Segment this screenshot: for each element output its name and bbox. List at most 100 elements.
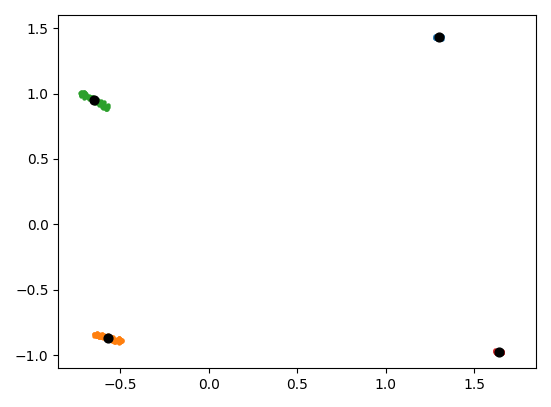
Point: [105, 336, 114, 342]
Point: [95, 99, 104, 105]
Point: [100, 101, 109, 107]
Point: [95, 331, 104, 338]
Point: [494, 348, 503, 355]
Point: [491, 347, 500, 354]
Point: [103, 336, 112, 343]
Point: [117, 337, 126, 344]
Point: [100, 333, 109, 339]
Point: [97, 331, 106, 338]
Point: [102, 105, 111, 112]
Point: [431, 33, 440, 40]
Point: [103, 335, 112, 342]
Point: [90, 95, 99, 101]
Point: [94, 99, 103, 105]
Point: [89, 97, 98, 103]
Point: [104, 332, 113, 339]
Point: [493, 349, 501, 355]
Point: [491, 350, 500, 356]
Point: [103, 335, 112, 341]
Point: [493, 350, 502, 357]
Point: [97, 104, 106, 110]
Point: [117, 337, 126, 344]
Point: [431, 33, 440, 39]
Point: [95, 99, 104, 105]
Point: [83, 94, 92, 101]
Point: [95, 102, 104, 108]
Point: [84, 93, 93, 100]
Point: [77, 88, 85, 95]
Point: [97, 334, 106, 341]
Point: [111, 338, 120, 345]
Point: [98, 333, 106, 339]
Point: [498, 349, 506, 355]
Point: [117, 337, 126, 344]
Point: [77, 92, 86, 98]
Point: [432, 34, 441, 41]
Point: [495, 350, 504, 357]
Point: [106, 334, 115, 340]
Point: [103, 103, 112, 110]
Point: [438, 33, 447, 40]
Point: [94, 332, 102, 338]
Point: [111, 338, 120, 345]
Point: [117, 337, 126, 343]
Point: [82, 93, 90, 100]
Point: [97, 102, 106, 109]
Point: [433, 33, 442, 39]
Point: [88, 96, 96, 102]
Point: [91, 330, 100, 337]
Point: [116, 339, 125, 345]
Point: [79, 89, 88, 96]
Point: [77, 93, 85, 99]
Point: [92, 333, 101, 339]
Point: [115, 336, 123, 342]
Point: [101, 335, 110, 341]
Point: [115, 335, 123, 341]
Point: [434, 35, 443, 41]
Point: [108, 335, 117, 341]
Point: [99, 333, 107, 340]
Point: [436, 35, 445, 42]
Point: [92, 97, 101, 104]
Point: [79, 89, 88, 95]
Point: [436, 34, 445, 41]
Point: [94, 98, 102, 105]
Point: [493, 349, 501, 356]
Point: [79, 91, 88, 97]
Point: [93, 100, 101, 106]
Point: [498, 348, 506, 354]
Point: [437, 34, 446, 41]
Point: [105, 336, 114, 342]
Point: [90, 331, 99, 337]
Point: [89, 98, 98, 105]
Point: [104, 334, 112, 341]
Point: [95, 334, 104, 340]
Point: [99, 99, 108, 106]
Point: [111, 335, 120, 342]
Point: [83, 92, 91, 99]
Point: [111, 338, 120, 345]
Point: [97, 334, 106, 340]
Point: [89, 96, 98, 102]
Point: [498, 348, 507, 354]
Point: [436, 34, 445, 40]
Point: [433, 33, 442, 40]
Point: [495, 350, 504, 356]
Point: [94, 332, 103, 339]
Point: [93, 98, 102, 105]
Point: [432, 34, 441, 41]
Point: [77, 92, 86, 98]
Point: [104, 333, 113, 339]
Point: [497, 350, 506, 356]
Point: [91, 100, 100, 107]
Point: [87, 96, 96, 103]
Point: [492, 350, 501, 357]
Point: [493, 348, 502, 355]
Point: [81, 90, 90, 96]
Point: [435, 35, 444, 41]
Point: [434, 34, 443, 41]
Point: [494, 347, 503, 354]
Point: [93, 332, 101, 339]
Point: [494, 349, 503, 355]
Point: [77, 90, 86, 96]
